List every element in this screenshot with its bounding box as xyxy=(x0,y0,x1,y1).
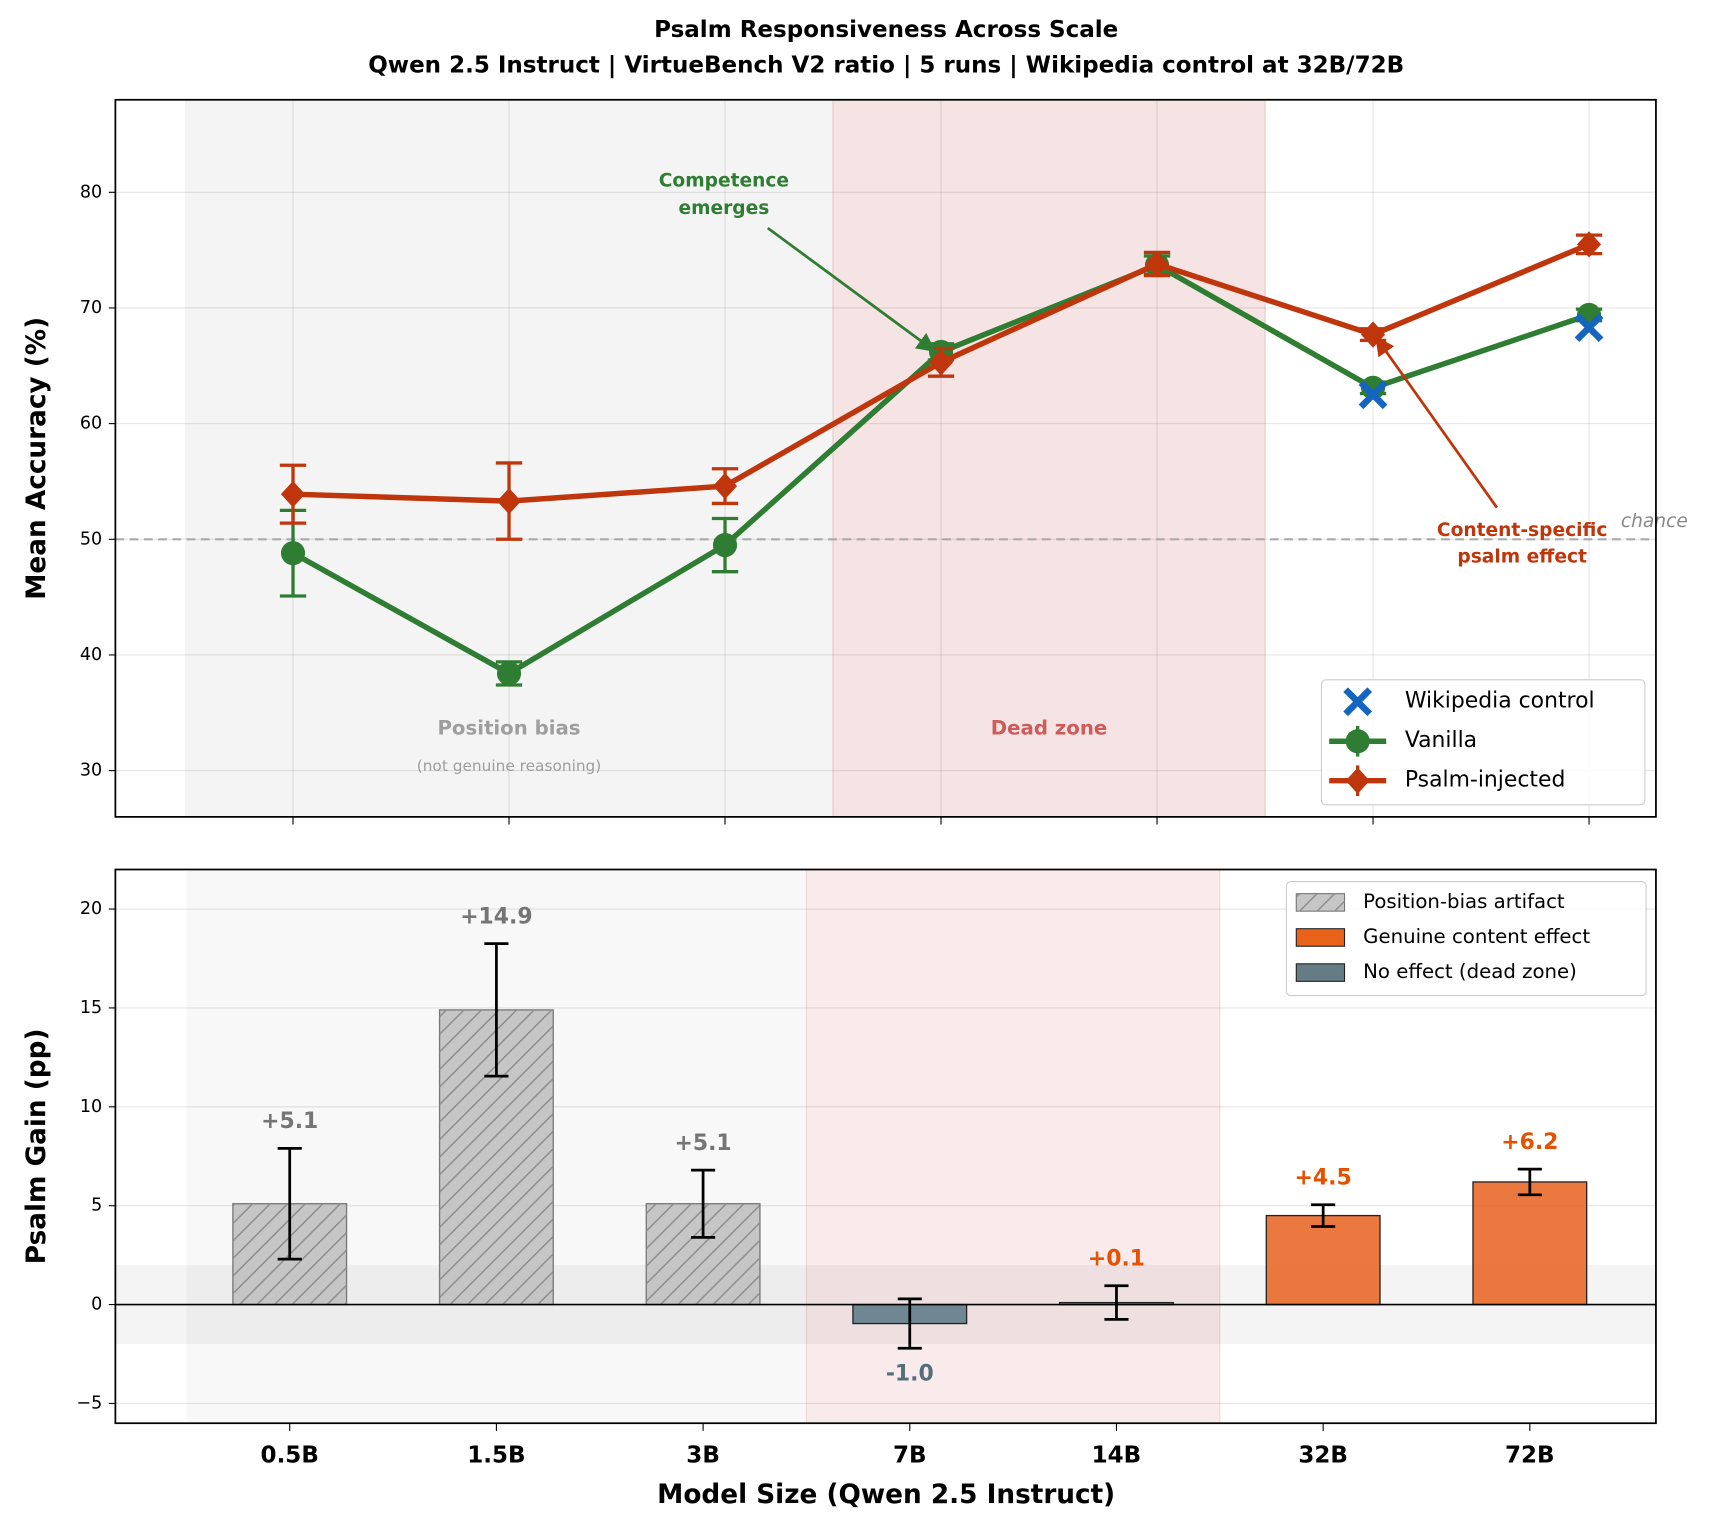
marker xyxy=(712,472,738,500)
value-label: +0.1 xyxy=(1088,1246,1145,1271)
x-tick-label: 3B xyxy=(686,1443,720,1469)
legend-marker xyxy=(1345,767,1370,794)
error-bar xyxy=(1311,1203,1336,1228)
legend-box xyxy=(1285,881,1647,997)
region-sublabel: (not genuine reasoning) xyxy=(417,757,602,775)
value-label: +5.1 xyxy=(675,1131,732,1156)
y-axis-label: Mean Accuracy (%) xyxy=(22,317,52,600)
y-tick-label: 20 xyxy=(80,899,102,919)
error-bar xyxy=(691,1168,716,1239)
marker xyxy=(1576,231,1602,258)
y-tick-label: −5 xyxy=(76,1393,102,1413)
annotation-arrow xyxy=(1375,336,1499,509)
marker xyxy=(1360,375,1386,400)
x-tick-label: 72B xyxy=(1505,1443,1555,1469)
x-tick-label: 7B xyxy=(893,1443,927,1469)
region-shade xyxy=(806,869,1220,1424)
error-bar xyxy=(1104,1284,1129,1321)
legend-marker xyxy=(1343,687,1373,717)
legend-patch xyxy=(1295,963,1346,982)
y-tick-label: 0 xyxy=(91,1295,102,1315)
title: Psalm Responsiveness Across Scale xyxy=(654,17,1118,43)
y-tick-label: 70 xyxy=(80,298,102,318)
error-bar xyxy=(277,1146,302,1261)
region-label: Dead zone xyxy=(991,717,1107,740)
x-axis-label: Model Size (Qwen 2.5 Instruct) xyxy=(657,1480,1115,1510)
marker xyxy=(280,481,306,508)
subtitle: Qwen 2.5 Instruct | VirtueBench V2 ratio… xyxy=(368,52,1404,78)
marker xyxy=(1574,313,1604,343)
region-shade xyxy=(185,99,834,817)
x-tick-label: 0.5B xyxy=(261,1443,319,1469)
annotation: Content-specific xyxy=(1437,520,1607,541)
y-tick-label: 5 xyxy=(91,1196,102,1216)
y-tick-label: 60 xyxy=(80,414,102,434)
annotation: Competence xyxy=(659,170,789,191)
reference-label: chance xyxy=(1621,511,1688,532)
legend-label: Genuine content effect xyxy=(1363,925,1590,948)
marker xyxy=(712,533,738,558)
legend-label: Psalm-injected xyxy=(1405,768,1566,793)
marker xyxy=(280,541,306,566)
y-tick-label: 50 xyxy=(80,529,102,549)
legend-patch xyxy=(1295,928,1346,947)
marker xyxy=(496,661,522,686)
marker xyxy=(1358,380,1388,410)
legend-label: Position-bias artifact xyxy=(1363,890,1565,913)
value-label: +5.1 xyxy=(261,1109,318,1134)
legend-label: Wikipedia control xyxy=(1405,689,1595,714)
y-tick-label: 80 xyxy=(80,182,102,202)
region-shade xyxy=(833,99,1266,817)
x-tick-label: 32B xyxy=(1298,1443,1348,1469)
legend-hatch xyxy=(1296,893,1345,912)
y-tick-label: 15 xyxy=(80,998,102,1018)
x-tick-label: 1.5B xyxy=(467,1443,525,1469)
annotation: emerges xyxy=(678,198,769,219)
y-tick-label: 40 xyxy=(80,645,102,665)
series-x xyxy=(1358,313,1604,410)
annotation-arrow xyxy=(766,226,936,353)
legend-label: No effect (dead zone) xyxy=(1363,960,1577,983)
legend-box xyxy=(1320,679,1646,806)
value-label: +14.9 xyxy=(460,904,532,929)
value-label: +4.5 xyxy=(1295,1165,1352,1190)
y-tick-label: 10 xyxy=(80,1097,102,1117)
error-bar xyxy=(484,942,509,1078)
error-bar xyxy=(897,1297,922,1350)
bar xyxy=(1265,1214,1381,1306)
marker xyxy=(928,349,954,376)
bar xyxy=(1472,1181,1588,1306)
legend-marker xyxy=(1345,729,1370,754)
x-tick-label: 14B xyxy=(1092,1443,1142,1469)
annotation: psalm effect xyxy=(1457,547,1587,568)
region-label: Position bias xyxy=(437,717,580,740)
axes-frame xyxy=(114,98,1657,818)
y-axis-label: Psalm Gain (pp) xyxy=(22,1029,52,1265)
y-tick-label: 30 xyxy=(80,761,102,781)
value-label: +6.2 xyxy=(1501,1130,1558,1155)
axes-frame xyxy=(114,868,1657,1425)
value-label: -1.0 xyxy=(886,1362,934,1387)
legend-label: Vanilla xyxy=(1405,728,1477,753)
error-bar xyxy=(1517,1167,1542,1197)
